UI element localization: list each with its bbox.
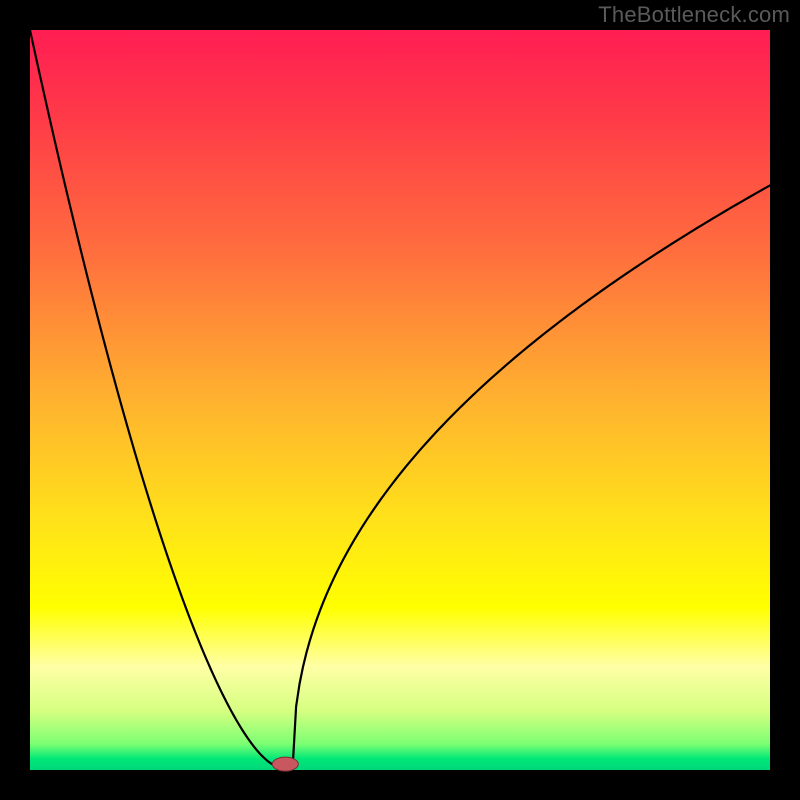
bottleneck-chart xyxy=(0,0,800,800)
optimum-marker xyxy=(272,757,298,771)
chart-background xyxy=(30,30,770,770)
watermark-text: TheBottleneck.com xyxy=(598,2,790,28)
